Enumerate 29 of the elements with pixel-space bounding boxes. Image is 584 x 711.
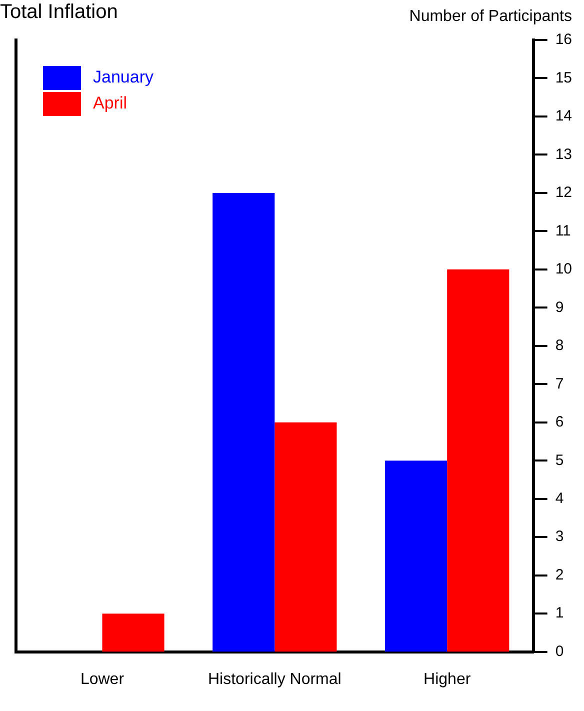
y-tick-label: 7: [555, 375, 564, 392]
y-tick-label: 8: [555, 337, 564, 354]
y-tick-label: 15: [555, 69, 572, 86]
y-tick-label: 4: [555, 490, 564, 507]
y-tick-label: 14: [555, 108, 572, 125]
y-tick-label: 5: [555, 452, 564, 469]
y-tick-label: 10: [555, 260, 572, 278]
y-tick-label: 9: [555, 298, 564, 316]
y-tick-label: 12: [555, 184, 572, 202]
y-tick-label: 2: [555, 566, 564, 584]
y-tick-label: 11: [555, 222, 571, 240]
y-tick-label: 13: [555, 146, 572, 163]
x-tick-label: Higher: [424, 670, 472, 688]
x-tick-label: Lower: [80, 670, 125, 688]
bar: [447, 269, 510, 652]
x-tick-label: Historically Normal: [208, 670, 342, 688]
legend-label: January: [93, 68, 154, 87]
bar: [385, 460, 448, 652]
bar: [212, 192, 275, 652]
bar: [102, 614, 164, 652]
y-tick-label: 0: [555, 642, 564, 660]
y-tick-label: 16: [555, 31, 572, 48]
y-axis-title: Number of Participants: [409, 8, 572, 26]
y-tick-label: 3: [555, 528, 564, 546]
legend-label: April: [93, 94, 128, 113]
y-tick-label: 1: [555, 604, 564, 622]
chart-title: Total Inflation: [0, 0, 118, 24]
y-tick-label: 6: [555, 414, 564, 431]
bar: [274, 422, 337, 652]
